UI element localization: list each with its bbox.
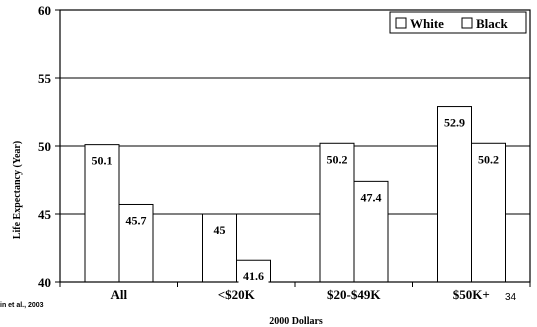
x-category-label-2: $20-$49K	[327, 287, 381, 302]
data-label-black-2: 47.4	[361, 190, 382, 204]
data-label-bg-white-0	[87, 152, 117, 169]
data-label-black-0: 45.7	[126, 213, 147, 227]
x-category-labels: All <$20K $20-$49K $50K+	[110, 287, 489, 302]
page-number: 34	[505, 292, 517, 303]
y-tick-label-60: 60	[38, 3, 51, 18]
legend-label-black: Black	[476, 16, 509, 31]
bars	[84, 106, 506, 283]
data-label-bg-black-3	[473, 151, 504, 168]
y-tick-label-50: 50	[38, 139, 51, 154]
data-label-white-0: 50.1	[92, 154, 113, 168]
x-category-label-1: <$20K	[218, 287, 256, 302]
data-label-white-2: 50.2	[327, 152, 348, 166]
legend-swatch-white	[395, 17, 407, 29]
y-axis-title: Life Expectancy (Year)	[12, 141, 23, 239]
y-tick-label-55: 55	[38, 71, 52, 86]
data-label-black-1: 41.6	[243, 269, 264, 283]
data-label-bg-black-1	[238, 268, 269, 285]
plot-frame	[59, 9, 531, 283]
y-tick-labels: 40 45 50 55 60	[38, 3, 52, 290]
data-label-white-1: 45	[214, 223, 226, 237]
data-label-bg-black-2	[356, 189, 386, 206]
bar-white-3	[437, 106, 472, 283]
legend-swatch-black	[461, 17, 473, 29]
plot-area-border	[59, 9, 531, 283]
legend-box	[389, 11, 527, 34]
data-labels: 50.1 45.7 45 41.6 50.2 47.4 52.9 50.2	[87, 114, 504, 285]
data-label-black-3: 50.2	[478, 152, 499, 166]
y-tick-label-40: 40	[38, 275, 51, 290]
x-category-label-3: $50K+	[453, 287, 490, 302]
data-label-bg-white-1	[204, 222, 235, 238]
data-label-white-3: 52.9	[444, 116, 465, 130]
legend: White Black	[389, 11, 527, 34]
data-label-bg-white-3	[439, 114, 470, 131]
y-tick-label-45: 45	[38, 207, 52, 222]
x-axis-title: 2000 Dollars	[269, 316, 323, 327]
data-label-bg-white-2	[322, 151, 352, 168]
x-category-label-0: All	[110, 287, 127, 302]
data-label-bg-black-0	[121, 212, 151, 229]
citation-footnote: in et al., 2003	[0, 302, 44, 309]
legend-label-white: White	[410, 16, 444, 31]
